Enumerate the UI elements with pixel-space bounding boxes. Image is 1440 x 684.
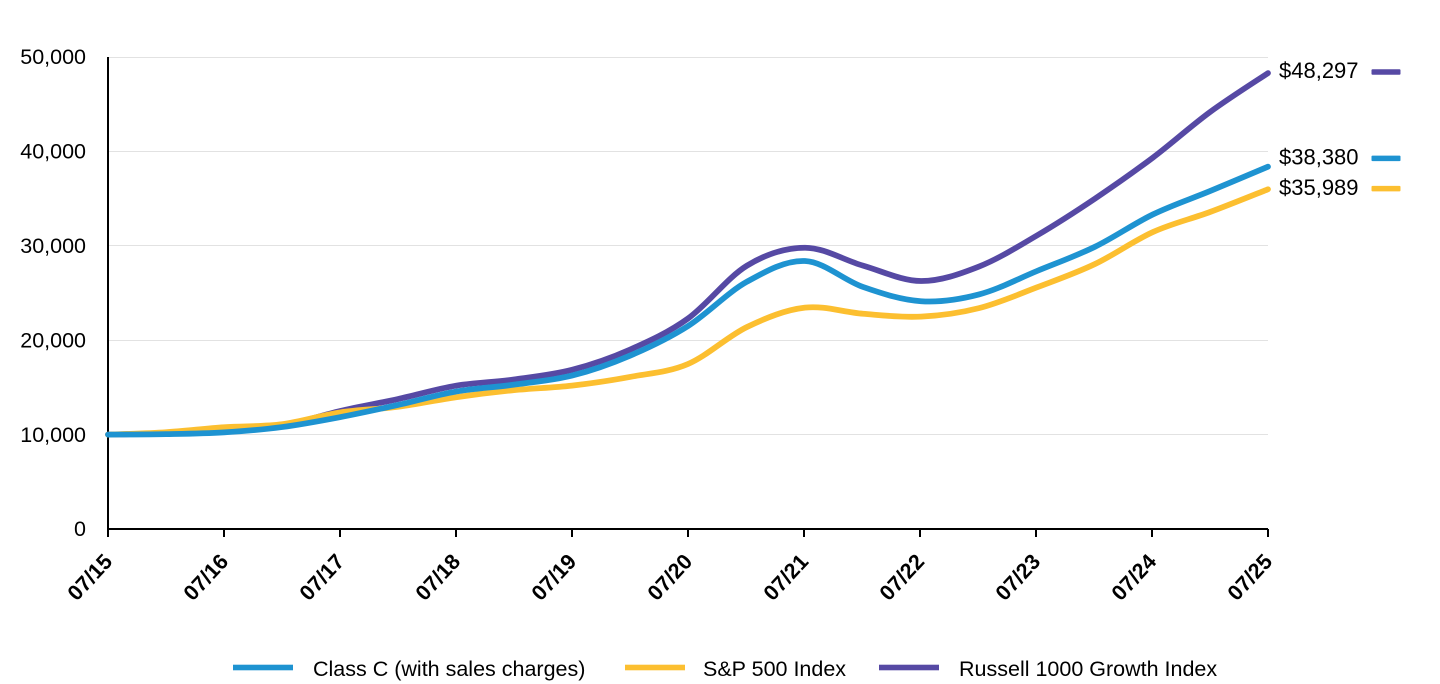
svg-text:Russell 1000 Growth Index: Russell 1000 Growth Index: [959, 657, 1217, 681]
svg-text:$35,989: $35,989: [1279, 175, 1359, 200]
svg-text:30,000: 30,000: [20, 234, 86, 258]
svg-text:$38,380: $38,380: [1279, 144, 1359, 169]
svg-text:10,000: 10,000: [20, 423, 86, 447]
svg-text:Class C (with sales charges): Class C (with sales charges): [313, 657, 585, 681]
svg-text:50,000: 50,000: [20, 45, 86, 69]
svg-text:40,000: 40,000: [20, 140, 86, 164]
svg-text:20,000: 20,000: [20, 328, 86, 352]
svg-text:S&P 500 Index: S&P 500 Index: [703, 657, 846, 681]
svg-text:$48,297: $48,297: [1279, 58, 1359, 83]
svg-text:0: 0: [74, 517, 86, 541]
